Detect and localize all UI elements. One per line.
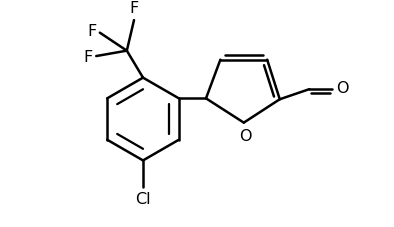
Text: O: O: [336, 81, 348, 95]
Text: F: F: [87, 24, 96, 39]
Text: Cl: Cl: [135, 191, 151, 206]
Text: F: F: [129, 1, 139, 16]
Text: F: F: [84, 49, 93, 64]
Text: O: O: [239, 128, 252, 143]
